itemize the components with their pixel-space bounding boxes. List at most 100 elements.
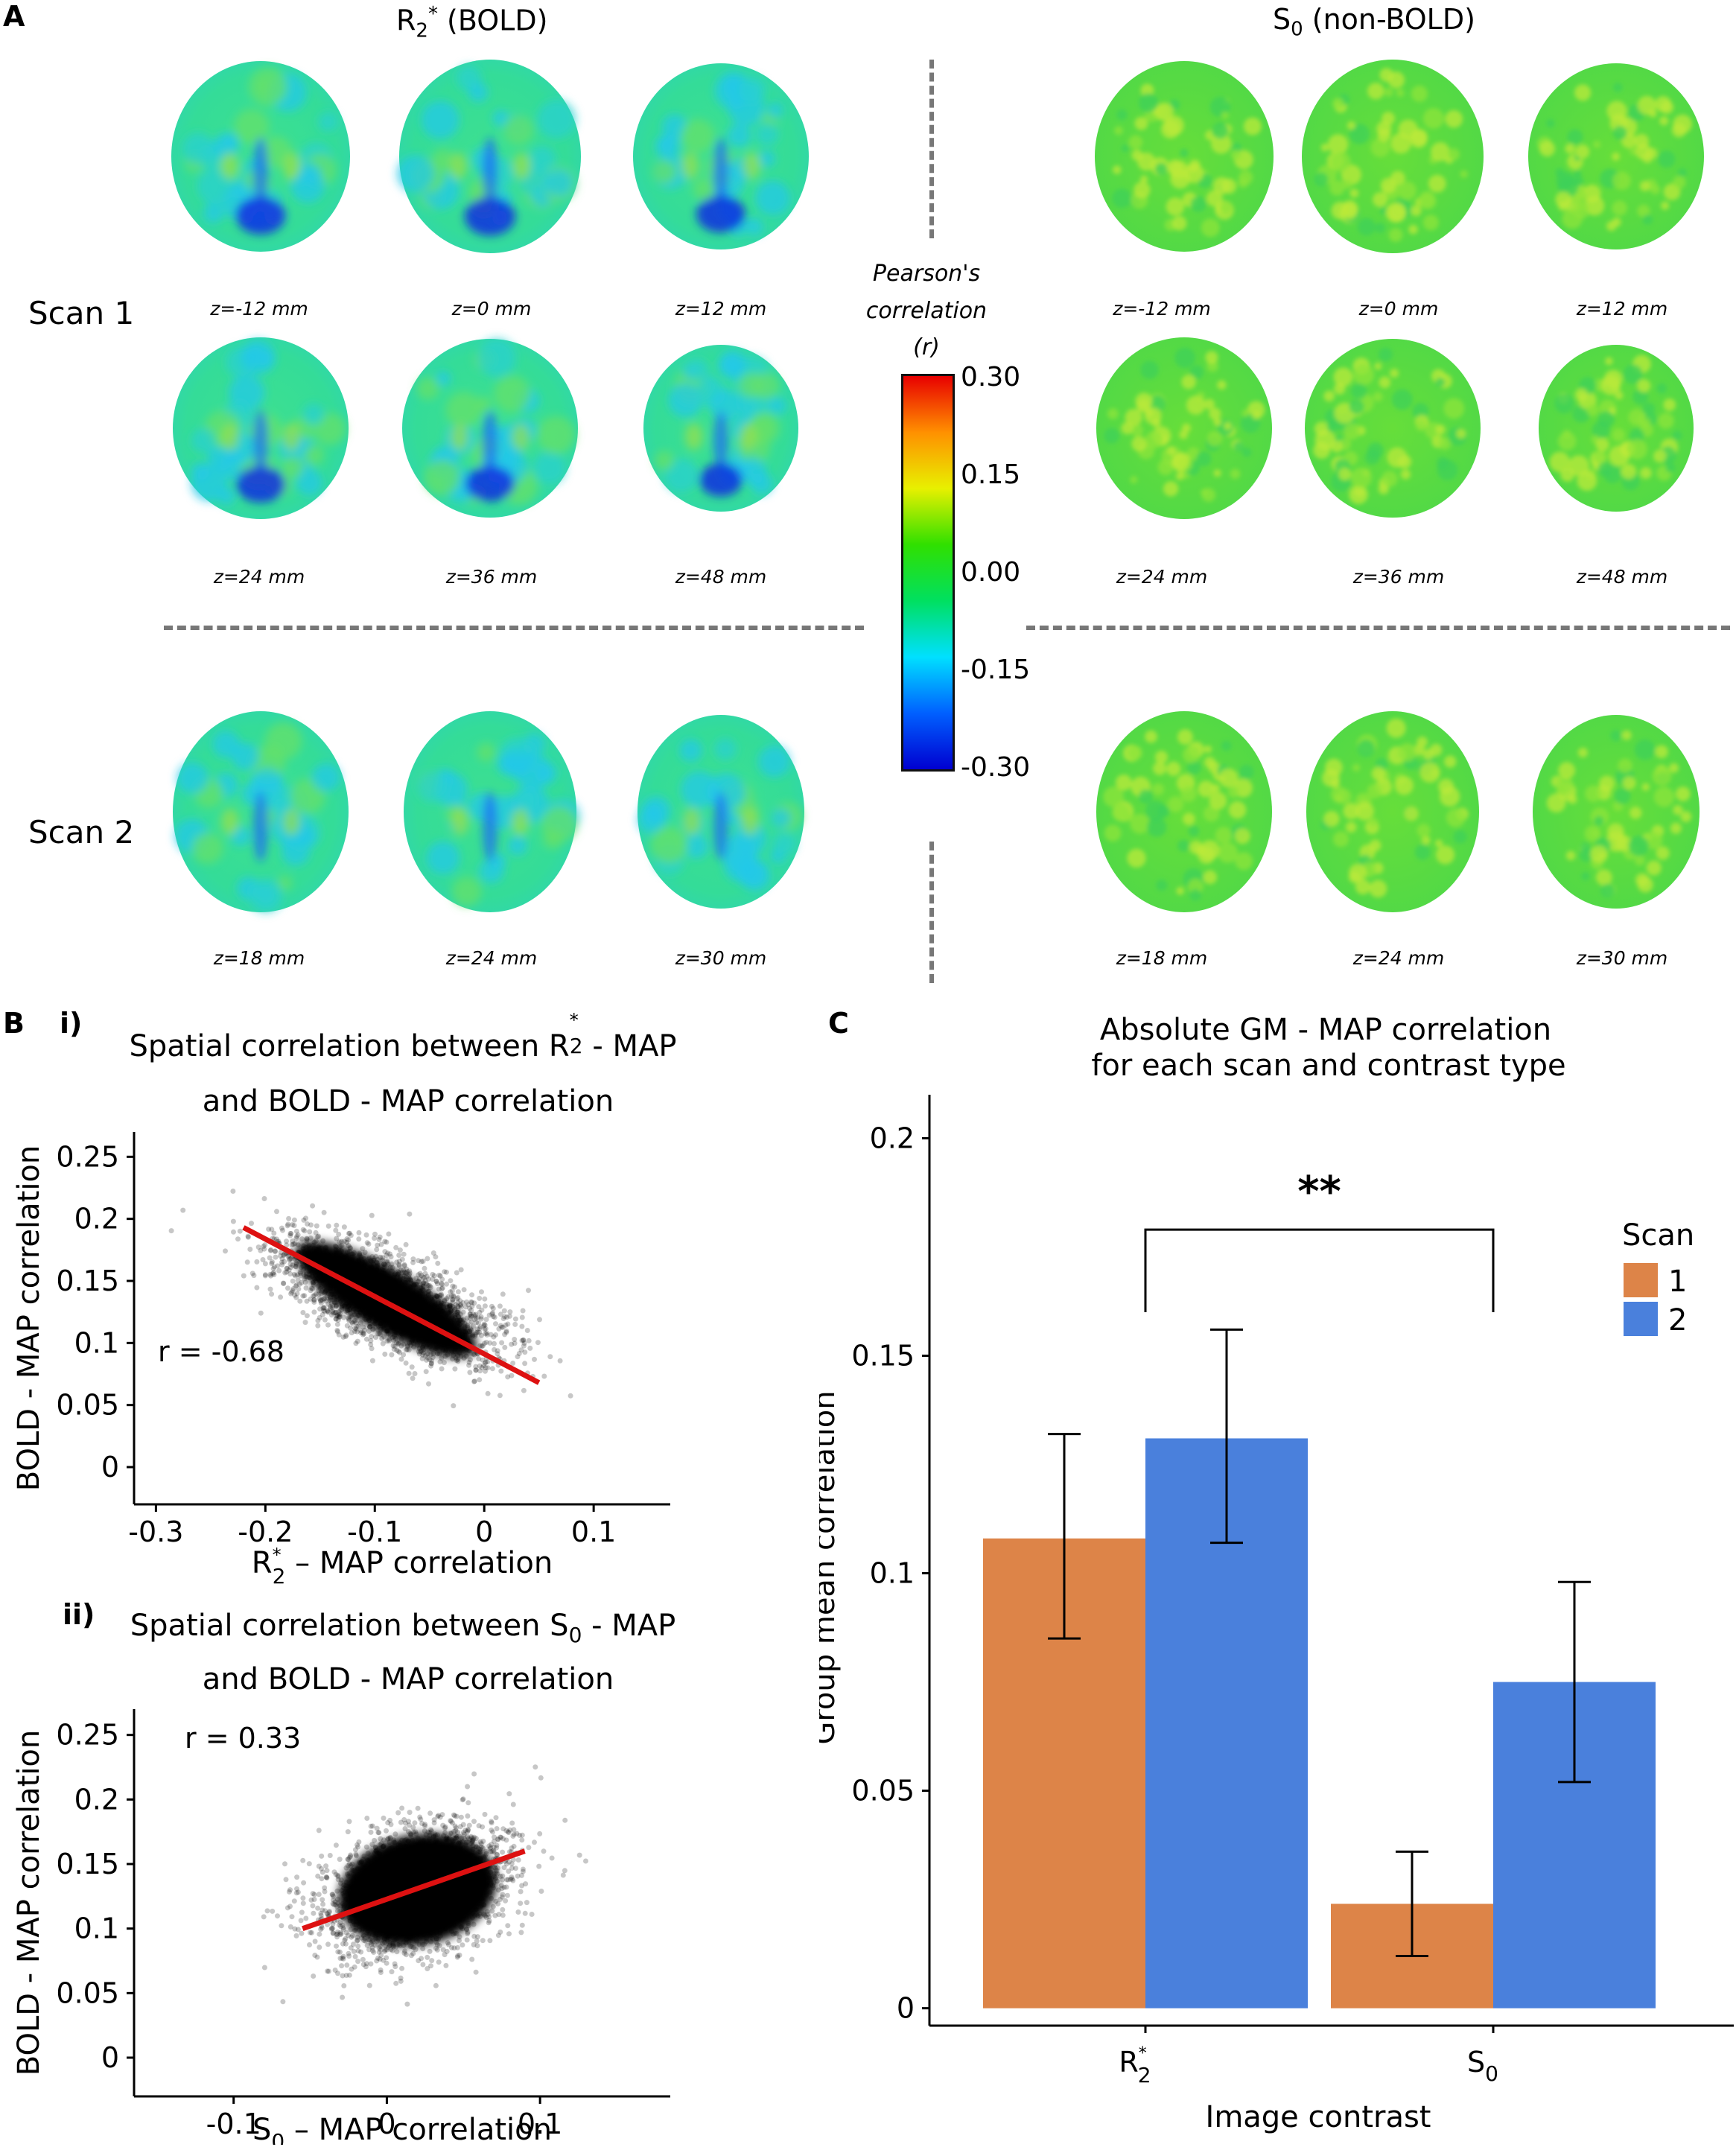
s0-brain-map	[1533, 715, 1700, 909]
scatter-point	[448, 1819, 454, 1825]
scatter-point	[427, 1283, 433, 1289]
brain-yellow-blob	[743, 152, 761, 179]
scatter-point	[304, 1313, 310, 1319]
scatter-point	[324, 1868, 330, 1874]
brain-texture-blob	[277, 875, 293, 891]
brain-yellow-blob	[741, 808, 760, 835]
brain-outline	[1539, 345, 1694, 512]
brain-midline-blob	[483, 137, 497, 205]
scatter-point	[362, 1327, 368, 1333]
scatter-point	[562, 1868, 567, 1874]
scatter-point	[266, 1227, 272, 1232]
scatter-point	[298, 1918, 304, 1924]
brain-texture-blob	[397, 155, 435, 193]
brain-texture-blob	[1163, 481, 1179, 497]
scatter-point	[284, 1223, 290, 1229]
brain-texture-blob	[1437, 778, 1454, 795]
scatter-point	[464, 1299, 470, 1305]
brain-texture-blob	[451, 877, 482, 906]
scatter-point	[280, 1227, 285, 1233]
scatter-point	[290, 1241, 296, 1247]
scatter-point	[335, 1971, 340, 1976]
scatter-point	[284, 1238, 289, 1244]
brain-texture-blob	[1661, 201, 1670, 210]
scatter-point	[419, 1273, 425, 1279]
scatter-point	[322, 1296, 328, 1302]
brain-midline-blob	[253, 137, 268, 204]
scatter-point	[369, 1334, 375, 1340]
scatter-point	[346, 1972, 352, 1978]
scatter-point	[374, 1825, 380, 1831]
scatter-point	[471, 1317, 477, 1323]
scatter-point	[460, 1796, 466, 1802]
scatter-point	[430, 1276, 436, 1282]
scatter-point	[508, 1877, 513, 1882]
scatter-point	[536, 1863, 542, 1869]
scatter-point	[344, 1236, 350, 1241]
scatter-point	[509, 1876, 515, 1882]
brain-texture-blob	[1644, 831, 1663, 850]
r2-brain-map	[638, 715, 804, 909]
scatter-point	[363, 1336, 369, 1342]
scatter-point	[490, 1305, 496, 1311]
scatter-point	[368, 1961, 374, 1967]
scatter-point	[284, 1269, 290, 1275]
scatter-point	[358, 1328, 363, 1334]
scatter-point	[270, 1259, 275, 1265]
brain-texture-blob	[1612, 428, 1625, 442]
brain-texture-blob	[1642, 214, 1653, 225]
scatter-point	[322, 1317, 328, 1323]
scatter-point	[425, 1276, 431, 1282]
brain-texture-blob	[1145, 430, 1163, 449]
scatter-point	[362, 1250, 368, 1256]
scatter-point	[440, 1822, 446, 1828]
scatter-point	[329, 1305, 335, 1311]
scatter-point	[491, 1844, 497, 1850]
scatter-point	[503, 1328, 509, 1334]
scatter-point	[355, 1844, 361, 1850]
scatter-point	[319, 1866, 324, 1871]
scatter-point	[431, 1817, 437, 1823]
scatter-point	[331, 1310, 337, 1316]
scatter-point	[496, 1912, 502, 1918]
scatter-point	[244, 1259, 250, 1265]
brain-texture-blob	[1157, 459, 1174, 475]
brain-yellow-blob	[220, 152, 238, 179]
brain-texture-blob	[1116, 109, 1128, 121]
scatter-point	[352, 1329, 357, 1335]
brain-texture-blob	[1673, 176, 1686, 189]
brain-texture-blob	[282, 456, 305, 479]
slice-z-label: z=24 mm	[1116, 566, 1208, 588]
scatter-point	[492, 1346, 497, 1352]
brain-texture-blob	[1379, 376, 1391, 389]
brain-texture-blob	[1217, 842, 1239, 863]
scatter-point	[452, 1284, 457, 1290]
scatter-point	[328, 1926, 334, 1932]
scatter-point	[375, 1242, 381, 1248]
brain-texture-blob	[767, 102, 783, 118]
scatter-point	[337, 1314, 342, 1320]
scatter-point	[328, 1305, 334, 1311]
scatter-point	[488, 1845, 494, 1851]
scatter-point	[464, 1315, 470, 1321]
scatter-point	[378, 1332, 384, 1338]
scatter-point	[310, 1286, 316, 1291]
brain-texture-blob	[1135, 392, 1153, 410]
scatter-point	[512, 1316, 518, 1322]
brain-texture-blob	[1658, 413, 1674, 429]
scatter-point	[247, 1247, 253, 1252]
colorbar-title-line1: Pearson's	[872, 261, 981, 287]
brain-texture-blob	[1675, 786, 1691, 801]
scatter-point	[492, 1314, 497, 1320]
scatter-point	[500, 1877, 506, 1883]
scatter-point	[475, 1329, 481, 1335]
scatter-point	[335, 1877, 341, 1883]
scatter-point	[474, 1934, 480, 1940]
brain-texture-blob	[1138, 789, 1154, 804]
brain-texture-blob	[1419, 191, 1435, 208]
scatter-point	[349, 1330, 354, 1336]
scatter-point	[284, 1265, 290, 1271]
scatter-point	[402, 1948, 408, 1954]
s0-brain-map	[1305, 339, 1481, 518]
scatter-point	[474, 1326, 480, 1332]
